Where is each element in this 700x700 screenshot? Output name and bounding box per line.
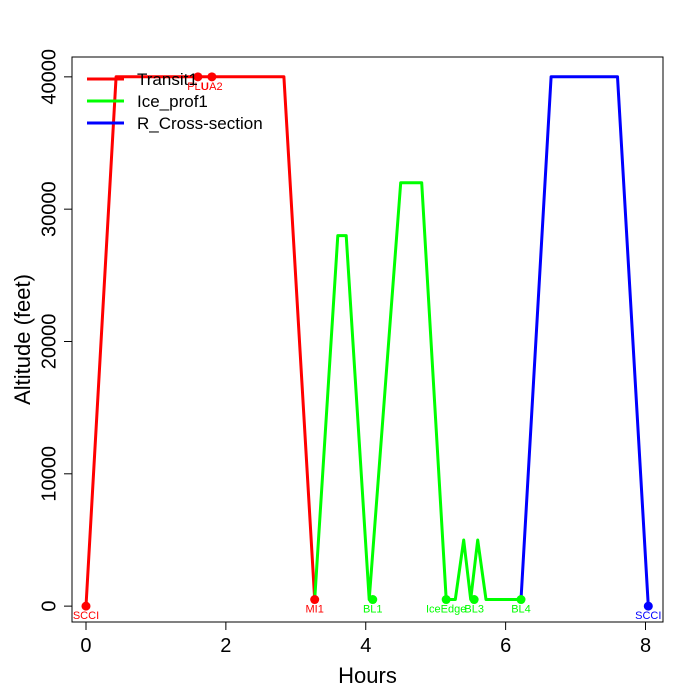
x-axis-title: Hours (338, 663, 397, 688)
waypoint-marker (643, 601, 653, 611)
y-tick-label: 10000 (38, 446, 60, 502)
x-axis: 0 2 4 6 8 (80, 621, 651, 657)
waypoint-marker (441, 595, 451, 605)
waypoint-marker (469, 595, 479, 605)
series-line-transit1 (84, 75, 317, 607)
y-tick-label: 20000 (38, 314, 60, 370)
waypoint-marker (368, 595, 378, 605)
x-tick-label: 6 (500, 635, 511, 657)
waypoint-marker (207, 72, 217, 82)
waypoint-label: IceEdge (426, 604, 466, 616)
series-layer (84, 75, 650, 607)
series-line-ice-prof1 (313, 181, 521, 601)
waypoint-label: MI1 (306, 604, 324, 616)
y-axis-title: Altitude (feet) (10, 274, 35, 405)
waypoint-label: SCCI (73, 610, 99, 622)
y-tick-label: 30000 (38, 181, 60, 237)
y-tick-label: 0 (38, 601, 60, 612)
y-axis: 0 10000 20000 30000 40000 (38, 49, 73, 612)
waypoint-marker (193, 72, 203, 82)
x-tick-label: 2 (220, 635, 231, 657)
waypoint-label: BL4 (511, 604, 531, 616)
x-tick-label: 0 (80, 635, 91, 657)
waypoint-marker (310, 595, 320, 605)
waypoint-marker (81, 601, 91, 611)
x-tick-label: 4 (360, 635, 371, 657)
x-tick-label: 8 (640, 635, 651, 657)
waypoint-marker (516, 595, 526, 605)
plot-frame (71, 56, 664, 623)
y-tick-label: 40000 (38, 49, 60, 105)
legend: Transit1 Ice_prof1 R_Cross-section (87, 70, 263, 133)
waypoint-label: UA2 (201, 81, 222, 93)
waypoint-label: PLU (187, 81, 208, 93)
legend-label: Transit1 (137, 70, 198, 89)
waypoint-label: BL3 (464, 604, 484, 616)
legend-label: R_Cross-section (137, 114, 263, 133)
series-line-r-cross-section (519, 75, 650, 607)
waypoint-label: BL1 (363, 604, 383, 616)
waypoint-label: SCCI (635, 610, 661, 622)
legend-label: Ice_prof1 (137, 92, 208, 111)
